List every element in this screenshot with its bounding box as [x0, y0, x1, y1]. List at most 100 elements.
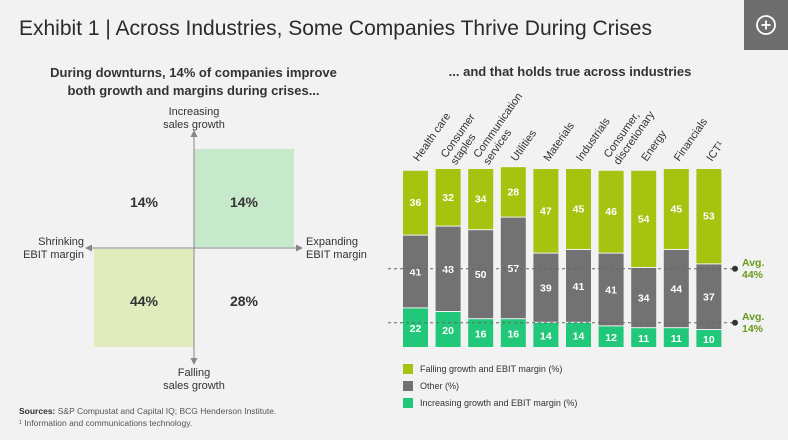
legend-label-falling: Falling growth and EBIT margin (%) — [420, 364, 563, 374]
expand-button[interactable] — [744, 0, 788, 50]
axis-label-top: Increasing sales growth — [163, 106, 225, 131]
data-label-increasing: 11 — [638, 333, 649, 345]
data-label-other: 41 — [605, 285, 617, 297]
left-panel-subtitle: During downturns, 14% of companies impro… — [36, 64, 351, 100]
bar-segment-falling — [598, 170, 624, 253]
bar-segment-increasing — [598, 326, 624, 347]
bar-segment-falling — [468, 169, 494, 230]
data-label-other: 39 — [540, 283, 552, 295]
bar-segment-other — [598, 253, 624, 326]
bar-segment-other — [468, 230, 494, 319]
data-label-other: 37 — [703, 292, 715, 304]
data-label-other: 41 — [573, 281, 585, 293]
average-dot — [732, 319, 738, 326]
data-label-increasing: 10 — [703, 334, 715, 346]
category-label: Utilities — [509, 127, 539, 163]
footnote: ¹ Information and communications technol… — [19, 418, 193, 428]
quadrant-diagram — [85, 130, 303, 365]
data-label-falling: 34 — [475, 194, 487, 206]
bar-segment-falling — [696, 169, 722, 264]
bar-segment-falling — [403, 170, 428, 235]
bar-segment-other — [533, 253, 559, 322]
legend-swatch-falling — [403, 364, 413, 374]
data-label-increasing: 11 — [671, 333, 682, 345]
bar-segment-increasing — [663, 328, 689, 347]
bar-segment-falling — [533, 169, 559, 253]
exhibit-title: Exhibit 1 | Across Industries, Some Comp… — [19, 17, 652, 40]
bar-segment-increasing — [468, 319, 494, 347]
arrow-down-icon — [190, 358, 198, 365]
arrow-left-icon — [85, 244, 92, 252]
bar-segment-falling — [500, 167, 526, 217]
data-label-increasing: 16 — [507, 329, 519, 341]
data-label-other: 44 — [670, 284, 682, 296]
quadrant-value-bottom-right: 28% — [229, 293, 259, 309]
average-label: Avg. 44% — [742, 257, 764, 281]
bar-segment-other — [403, 235, 428, 308]
data-label-falling: 46 — [605, 206, 617, 218]
data-label-other: 50 — [475, 269, 487, 281]
legend-label-other: Other (%) — [420, 381, 460, 391]
quadrant-value-top-left: 14% — [129, 194, 159, 210]
bar-segment-other — [696, 264, 722, 329]
data-label-falling: 54 — [638, 213, 650, 225]
axis-label-right: Expanding EBIT margin — [306, 236, 367, 261]
bar-segment-other — [566, 250, 591, 322]
legend-item-increasing: Increasing growth and EBIT margin (%) — [403, 398, 577, 408]
data-label-other: 57 — [507, 263, 519, 275]
legend-item-falling: Falling growth and EBIT margin (%) — [403, 364, 562, 374]
bar-segment-increasing — [435, 312, 461, 347]
bar-segment-other — [631, 268, 657, 328]
sources-text: S&P Compustat and Capital IQ; BCG Hender… — [57, 406, 277, 416]
quadrant-top-right — [194, 149, 294, 247]
bar-segment-increasing — [696, 330, 722, 347]
category-label: ICT¹ — [705, 139, 727, 164]
bar-segment-falling — [435, 169, 461, 226]
bar-segment-increasing — [500, 319, 526, 347]
data-label-increasing: 14 — [540, 330, 552, 342]
bar-segment-other — [663, 250, 689, 328]
bar-segment-increasing — [566, 322, 591, 347]
bar-segment-increasing — [403, 308, 428, 347]
data-label-falling: 47 — [540, 205, 552, 217]
legend-swatch-increasing — [403, 398, 413, 408]
data-label-falling: 53 — [703, 211, 715, 223]
data-label-increasing: 14 — [573, 330, 585, 342]
category-label: Materials — [542, 120, 578, 164]
axis-label-bottom: Falling sales growth — [163, 367, 225, 392]
data-label-falling: 32 — [442, 192, 454, 204]
right-panel-subtitle: ... and that holds true across industrie… — [448, 64, 692, 79]
left-subtitle-line2: both growth and margins during crises... — [67, 83, 320, 98]
data-label-other: 41 — [410, 267, 422, 279]
data-label-increasing: 16 — [475, 329, 487, 341]
data-label-other: 48 — [442, 264, 454, 276]
legend-label-increasing: Increasing growth and EBIT margin (%) — [420, 398, 578, 408]
sources-note: Sources: S&P Compustat and Capital IQ; B… — [19, 405, 276, 429]
average-label: Avg. 14% — [742, 311, 764, 335]
left-subtitle-line1: During downturns, 14% of companies impro… — [50, 65, 337, 80]
bar-segment-increasing — [533, 322, 559, 347]
bar-segment-falling — [566, 169, 591, 249]
average-dot — [732, 265, 738, 272]
data-label-increasing: 12 — [605, 332, 617, 344]
data-label-falling: 36 — [410, 197, 422, 209]
data-label-falling: 28 — [507, 186, 519, 198]
category-label: Communicationservices — [471, 91, 534, 167]
legend-swatch-other — [403, 381, 413, 391]
axis-label-left: Shrinking EBIT margin — [23, 236, 84, 261]
data-label-falling: 45 — [573, 204, 585, 216]
plus-circle-icon — [756, 15, 776, 35]
quadrant-value-top-right: 14% — [229, 194, 259, 210]
arrow-up-icon — [190, 130, 198, 137]
sources-label: Sources: — [19, 406, 56, 416]
bar-segment-falling — [663, 169, 689, 249]
arrow-right-icon — [296, 244, 303, 252]
data-label-other: 34 — [638, 293, 650, 305]
data-label-increasing: 20 — [442, 325, 454, 337]
data-label-falling: 45 — [670, 204, 682, 216]
bar-segment-other — [500, 217, 526, 319]
bar-segment-increasing — [631, 328, 657, 347]
bar-segment-falling — [631, 170, 657, 267]
quadrant-value-bottom-left: 44% — [129, 293, 159, 309]
